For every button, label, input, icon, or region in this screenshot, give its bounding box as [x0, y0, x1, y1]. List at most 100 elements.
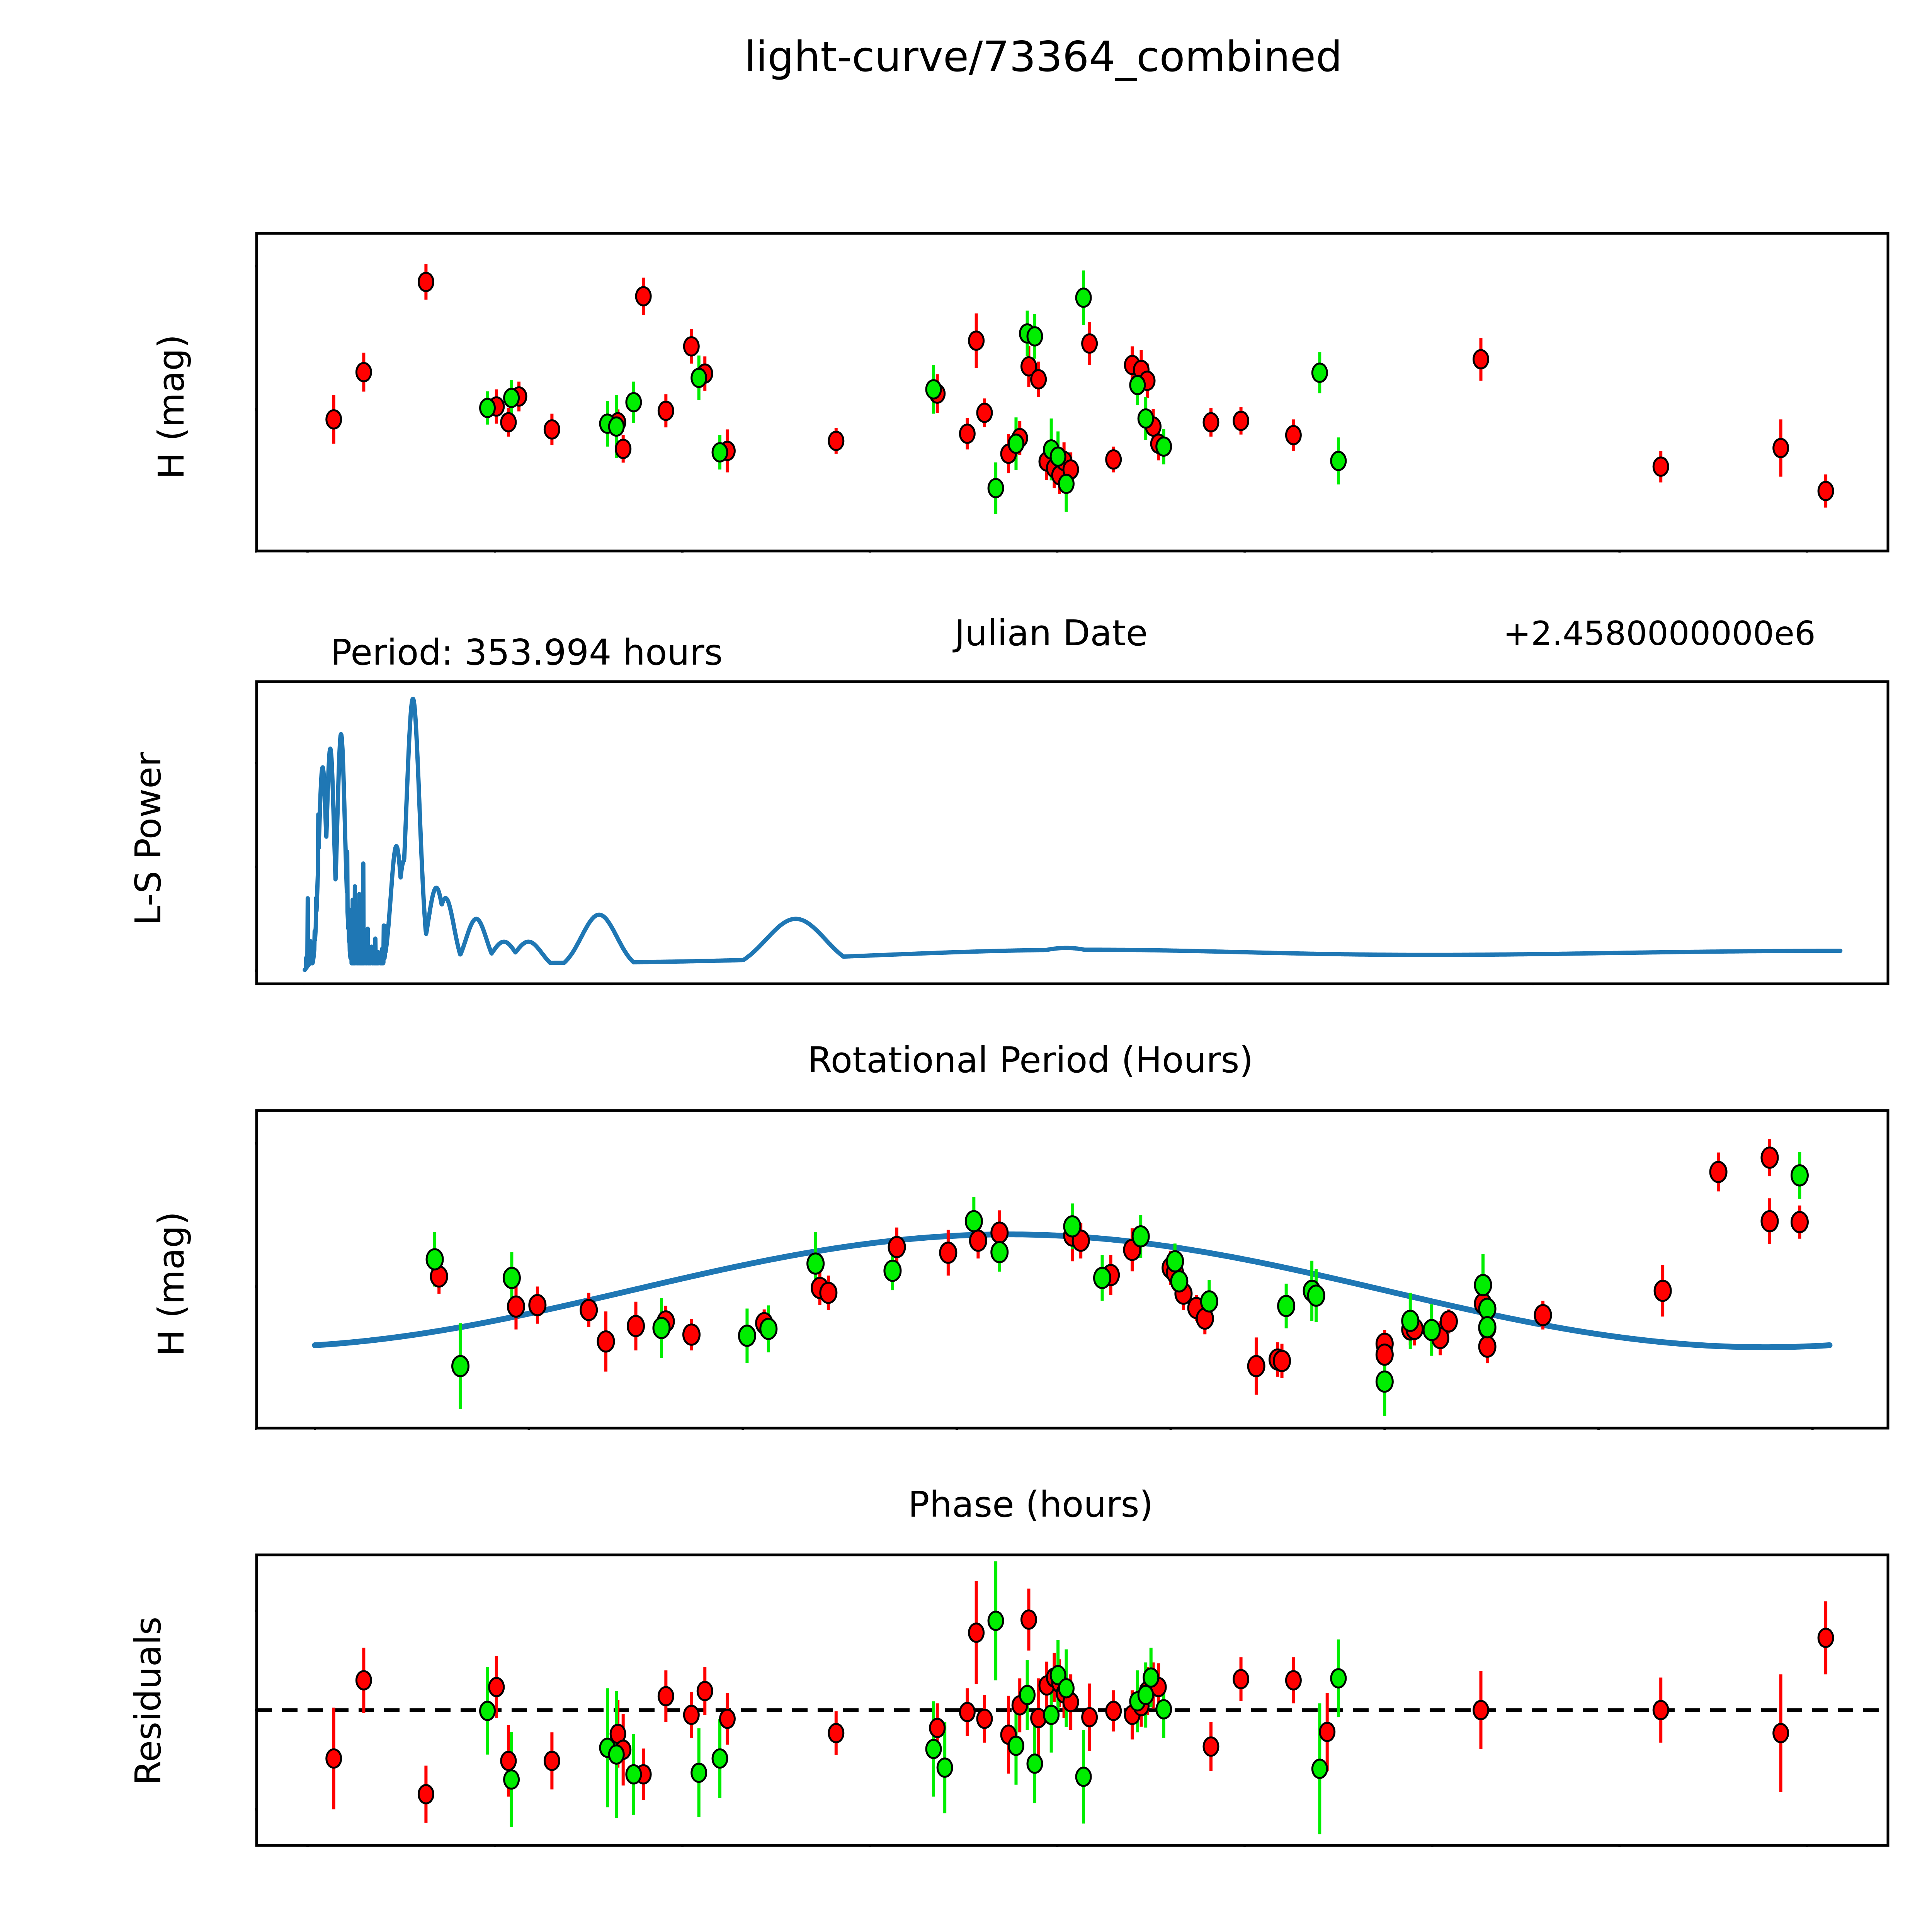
data-point-marker: [1129, 375, 1146, 395]
data-point-marker: [1653, 1279, 1672, 1302]
data-point-marker: [580, 1299, 598, 1321]
data-point-marker: [1131, 1225, 1150, 1248]
data-point-marker: [625, 1764, 642, 1785]
lightcurve-plot-area: 65067570072575077580082585013.514.014.5: [255, 232, 1889, 553]
data-point-marker: [1049, 446, 1066, 467]
data-point-marker: [1233, 1669, 1250, 1689]
data-point-marker: [1285, 1670, 1302, 1690]
data-point-marker: [1319, 1721, 1336, 1742]
data-point-marker: [936, 1757, 953, 1778]
data-point-marker: [990, 1221, 1009, 1244]
data-point-marker: [1247, 1355, 1265, 1378]
data-point-marker: [1030, 369, 1047, 389]
data-point-marker: [1311, 1759, 1328, 1779]
data-point-marker: [1474, 1274, 1492, 1296]
data-point-marker: [1478, 1316, 1497, 1338]
data-point-marker: [425, 1248, 444, 1270]
data-point-marker: [1105, 449, 1122, 470]
data-point-marker: [1020, 356, 1037, 377]
data-point-marker: [1155, 1699, 1172, 1719]
data-point-marker: [1652, 456, 1669, 477]
data-point-marker: [1817, 481, 1834, 501]
data-point-marker: [657, 400, 674, 421]
data-point-marker: [652, 1317, 671, 1339]
data-point-marker: [759, 1318, 778, 1340]
data-point-marker: [696, 1681, 713, 1701]
data-point-marker: [1049, 1665, 1066, 1685]
data-point-marker: [888, 1236, 906, 1258]
data-point-marker: [1200, 1290, 1218, 1313]
data-point-marker: [883, 1259, 902, 1282]
data-point-marker: [990, 1241, 1009, 1264]
data-point-marker: [1439, 1310, 1458, 1333]
data-point-marker: [1143, 1667, 1160, 1688]
data-point-marker: [939, 1242, 957, 1264]
data-point-marker: [1760, 1146, 1779, 1169]
data-point-marker: [1760, 1210, 1779, 1233]
phase-points: [425, 1139, 1809, 1416]
data-point-marker: [325, 409, 342, 430]
data-point-marker: [819, 1282, 838, 1304]
data-point-marker: [1075, 1766, 1092, 1787]
data-point-marker: [1081, 333, 1098, 354]
data-point-marker: [1285, 425, 1302, 446]
data-point-marker: [528, 1294, 547, 1316]
data-point-marker: [1772, 1723, 1789, 1743]
data-point-marker: [1063, 1215, 1082, 1238]
data-point-marker: [683, 336, 700, 357]
data-point-marker: [1375, 1370, 1394, 1393]
data-point-marker: [1307, 1284, 1325, 1307]
data-point-marker: [1058, 1678, 1075, 1699]
data-point-marker: [608, 1744, 625, 1765]
data-point-marker: [690, 367, 707, 388]
data-point-marker: [719, 1709, 736, 1729]
data-point-marker: [325, 1748, 342, 1769]
data-point-marker: [738, 1325, 756, 1347]
data-point-marker: [1478, 1298, 1497, 1320]
data-point-marker: [488, 1677, 505, 1697]
data-point-marker: [968, 1622, 985, 1643]
axis-ticks: 0100020003000400050000.000.250.50: [255, 762, 1842, 985]
data-point-marker: [615, 439, 632, 459]
data-point-marker: [502, 1267, 521, 1289]
data-point-marker: [1311, 362, 1328, 383]
data-point-marker: [1105, 1701, 1122, 1721]
axis-ticks: 05010015020025030035013.514.014.5: [255, 1142, 1814, 1430]
data-point-marker: [1020, 1609, 1037, 1630]
plot-frame: [255, 1553, 1889, 1847]
data-point-marker: [683, 1704, 700, 1725]
data-point-marker: [1137, 1685, 1154, 1705]
periodogram-plot-area: 0100020003000400050000.000.250.50: [255, 680, 1889, 985]
lightcurve-ylabel: H (mag): [151, 334, 192, 479]
data-point-marker: [1330, 1668, 1347, 1689]
data-point-marker: [417, 272, 434, 292]
lightcurve-x-offset-label: +2.4580000000e6: [1503, 614, 1816, 653]
panel-residuals: 650675700725750775800825850−0.250.000.25: [255, 1553, 1889, 1847]
data-point-marker: [1202, 1736, 1219, 1757]
data-point-marker: [1026, 326, 1043, 347]
residuals-ylabel: Residuals: [128, 1616, 169, 1785]
data-point-marker: [1652, 1700, 1669, 1720]
phase-plot-area: 05010015020025030035013.514.014.5: [255, 1109, 1889, 1430]
data-point-marker: [987, 478, 1004, 498]
periodogram-ylabel: L-S Power: [128, 752, 169, 925]
data-point-marker: [925, 379, 942, 400]
data-point-marker: [987, 1611, 1004, 1631]
data-point-marker: [1019, 1685, 1036, 1705]
data-point-marker: [1155, 436, 1172, 457]
period-annotation: Period: 353.994 hours: [330, 632, 723, 673]
data-point-marker: [959, 1702, 976, 1723]
data-point-marker: [1817, 1628, 1834, 1648]
data-point-marker: [959, 423, 976, 444]
residual-points: [325, 1561, 1834, 1835]
axis-ticks: 65067570072575077580082585013.514.014.5: [255, 265, 1808, 553]
data-point-marker: [806, 1252, 825, 1275]
data-point-marker: [1401, 1310, 1420, 1332]
data-point-marker: [1473, 349, 1489, 370]
axis-ticks: 650675700725750775800825850−0.250.000.25: [255, 1609, 1808, 1847]
data-point-marker: [1166, 1250, 1184, 1272]
data-point-marker: [1772, 438, 1789, 458]
figure-title: light-curve/73364_combined: [744, 33, 1342, 81]
phase-xlabel: Phase (hours): [908, 1484, 1153, 1525]
